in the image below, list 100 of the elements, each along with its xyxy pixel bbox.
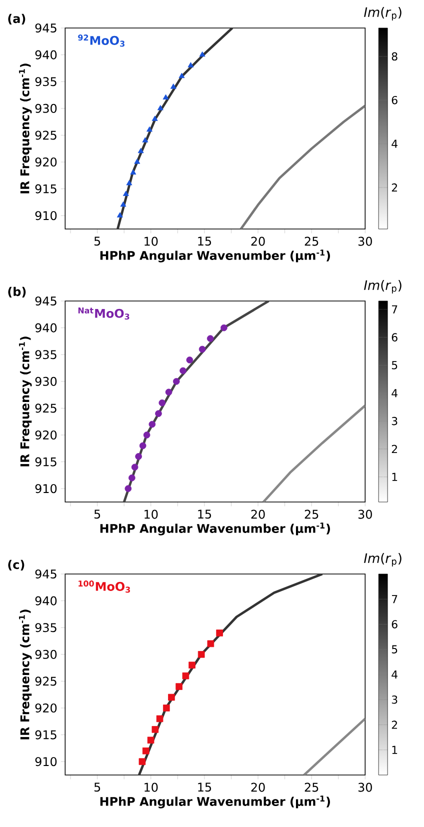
y-tick-label: 945 [35,569,56,579]
y-tick-label: 930 [35,650,57,659]
text: (b) [8,286,26,298]
y-tick-label: 910 [35,757,57,766]
point [124,485,132,492]
y-tick-label: 930 [35,376,57,386]
x-tick-label: 15 [198,236,211,246]
y-tick-label: 925 [35,404,56,413]
point [126,180,132,186]
point [206,335,214,342]
point [199,51,206,57]
y-tick-label: 920 [35,703,57,713]
y-axis-title: IR Frequency (cm$^{-1}$) [18,64,32,194]
point [155,410,162,417]
point [186,356,193,364]
point [156,715,164,722]
color-bar-label: 6 [392,333,398,342]
color-bar-label: 1 [392,472,397,481]
y-tick-label: 920 [35,157,57,167]
point [120,201,126,207]
point [130,169,136,175]
y-tick-label: 910 [35,211,57,220]
y-tick-label: 915 [35,184,56,194]
y-tick-label: 935 [35,350,56,360]
text: $^{100}$MoO$_{3}$ [78,580,130,593]
color-bar-label: 4 [392,389,398,398]
x-tick-label: 20 [251,236,265,246]
point [134,158,140,164]
point [168,694,175,701]
color-bar-title: Im(r$_{p}$) [364,553,402,567]
point [180,367,186,374]
line-series [262,404,366,502]
point [147,736,154,744]
x-axis-title: HPhP Angular Wavenumber (µm$^{-1}$) [100,522,330,536]
color-bar-label: 6 [392,620,398,628]
point [135,453,142,460]
point [158,399,166,406]
line-series [240,104,366,230]
color-bar-label: 2 [392,720,397,729]
color-bar-label: 8 [392,52,398,61]
x-tick-label: 5 [94,782,100,792]
x-tick-label: 25 [304,782,318,792]
point [182,672,190,680]
point [216,630,223,636]
y-tick-label: 945 [35,296,56,306]
point [146,126,152,132]
text: $^{Nat}$MoO$_{3}$ [78,308,130,320]
point [172,378,180,385]
color-bar-label: 4 [392,670,398,678]
y-tick-label: 935 [35,77,56,86]
y-tick-label: 935 [35,623,56,632]
point [165,388,172,396]
x-tick-label: 30 [358,236,372,246]
y-tick-label: 920 [35,430,57,440]
point [162,94,169,100]
x-tick-label: 15 [198,510,211,519]
x-axis-title: HPhP Angular Wavenumber (µm$^{-1}$) [100,250,330,262]
color-bar-label: 7 [392,305,398,314]
y-tick-label: 940 [35,596,57,606]
text: (a) [8,14,26,24]
point [152,116,158,121]
y-tick-label: 945 [35,23,56,33]
color-bar-label: 3 [392,416,398,426]
y-axis-title: IR Frequency (cm$^{-1}$) [18,610,32,740]
text: (c) [8,560,24,570]
point [116,212,123,218]
text: $^{92}$MoO$_{3}$ [78,34,124,47]
point [148,420,156,428]
x-tick-label: 15 [198,782,211,792]
point [198,346,206,353]
color-bar-label: 5 [392,361,398,370]
color-bar-label: 2 [392,444,397,454]
x-tick-label: 5 [94,510,100,519]
color-bar-label: 4 [392,140,398,148]
point [131,464,138,471]
point [176,683,182,690]
y-tick-label: 910 [35,484,57,494]
x-axis-title: HPhP Angular Wavenumber (µm$^{-1}$) [100,796,330,808]
point [162,704,170,712]
point [188,62,194,68]
color-bar-label: 1 [392,746,397,754]
point [170,84,176,89]
x-tick-label: 30 [358,782,372,792]
point [142,747,150,754]
point [152,726,158,733]
point [142,137,148,142]
point [138,148,144,154]
color-bar-label: 5 [392,645,398,654]
line-series [138,574,324,775]
x-tick-label: 10 [144,236,158,246]
y-tick-label: 915 [35,730,56,740]
y-axis-title: IR Frequency (cm$^{-1}$) [18,336,32,466]
point [207,640,214,648]
x-tick-label: 20 [251,782,265,792]
color-bar-title: Im(r$_{p}$) [364,280,402,294]
point [138,758,146,765]
color-bar-title: Im(r$_{p}$) [364,7,402,21]
x-tick-label: 10 [144,782,158,792]
x-tick-label: 30 [358,510,372,519]
point [220,324,228,332]
